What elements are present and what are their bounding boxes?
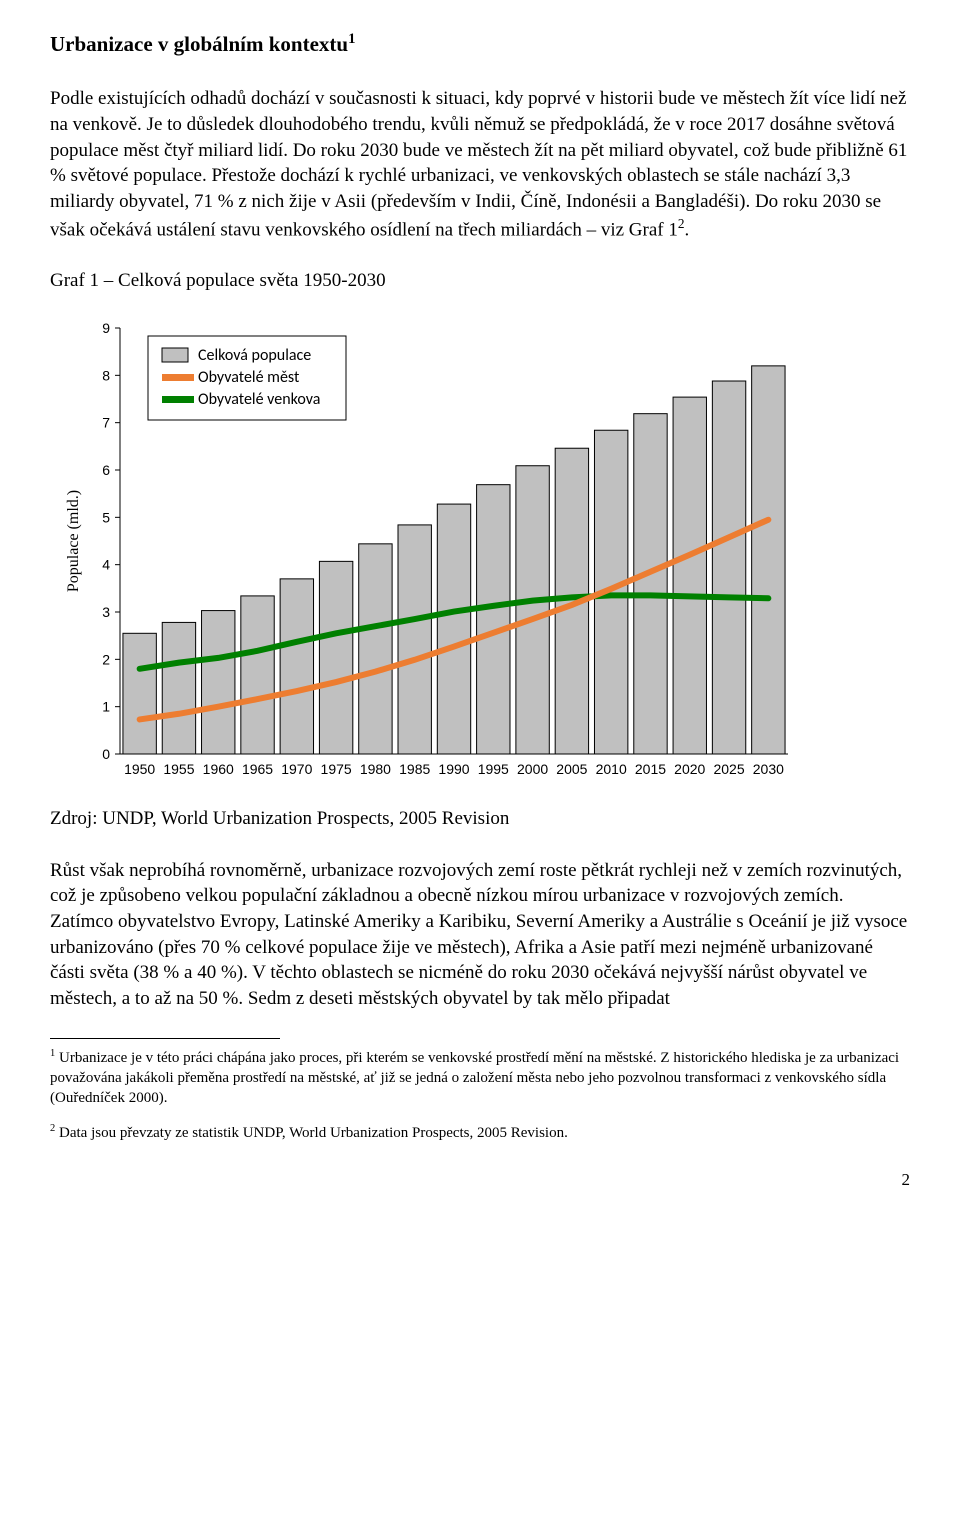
svg-text:2010: 2010 (596, 761, 627, 777)
svg-text:1: 1 (102, 699, 110, 715)
chart-source: Zdroj: UNDP, World Urbanization Prospect… (50, 806, 910, 832)
page-number: 2 (50, 1170, 910, 1190)
page-title: Urbanizace v globálním kontextu1 (50, 30, 910, 58)
paragraph-1: Podle existujících odhadů dochází v souč… (50, 86, 910, 242)
svg-text:Populace (mld.): Populace (mld.) (65, 490, 82, 592)
svg-text:2005: 2005 (556, 761, 587, 777)
para1-tail: . (685, 219, 690, 240)
svg-text:0: 0 (102, 746, 110, 762)
footnote-2-text: Data jsou převzaty ze statistik UNDP, Wo… (55, 1125, 568, 1141)
title-footnote-ref: 1 (348, 31, 355, 47)
svg-text:Celková populace: Celková populace (198, 346, 311, 365)
population-chart: 0 1 2 3 4 5 6 7 8 9 Populace (mld.) 1950 1955 1960 196… (60, 318, 800, 788)
svg-text:2030: 2030 (753, 761, 784, 777)
svg-text:8: 8 (102, 367, 110, 383)
svg-text:1995: 1995 (478, 761, 509, 777)
svg-text:Obyvatelé venkova: Obyvatelé venkova (198, 390, 320, 409)
svg-text:1960: 1960 (203, 761, 234, 777)
svg-text:1990: 1990 (438, 761, 469, 777)
para1-footnote-ref: 2 (678, 216, 685, 231)
svg-text:2: 2 (102, 651, 110, 667)
svg-text:2025: 2025 (713, 761, 744, 777)
paragraph-2: Růst však neprobíhá rovnoměrně, urbaniza… (50, 858, 910, 1012)
svg-text:3: 3 (102, 604, 110, 620)
svg-text:1985: 1985 (399, 761, 430, 777)
chart-svg: 0 1 2 3 4 5 6 7 8 9 Populace (mld.) 1950 1955 1960 196… (60, 318, 800, 788)
svg-text:4: 4 (102, 557, 110, 573)
svg-text:1975: 1975 (321, 761, 352, 777)
svg-text:1980: 1980 (360, 761, 391, 777)
svg-text:7: 7 (102, 415, 110, 431)
footnote-divider (50, 1038, 280, 1039)
footnote-1: 1 Urbanizace je v této práci chápána jak… (50, 1047, 910, 1109)
footnotes: 1 Urbanizace je v této práci chápána jak… (50, 1047, 910, 1144)
svg-text:2015: 2015 (635, 761, 666, 777)
svg-text:Obyvatelé měst: Obyvatelé měst (198, 368, 300, 387)
svg-text:5: 5 (102, 509, 110, 525)
svg-text:2020: 2020 (674, 761, 705, 777)
svg-text:2000: 2000 (517, 761, 548, 777)
svg-text:1950: 1950 (124, 761, 155, 777)
svg-text:9: 9 (102, 320, 110, 336)
svg-text:1955: 1955 (163, 761, 194, 777)
svg-text:1965: 1965 (242, 761, 273, 777)
chart-heading: Graf 1 – Celková populace světa 1950-203… (50, 268, 910, 294)
title-text: Urbanizace v globálním kontextu (50, 32, 348, 56)
svg-text:6: 6 (102, 462, 110, 478)
para1-text: Podle existujících odhadů dochází v souč… (50, 88, 907, 240)
footnote-2: 2 Data jsou převzaty ze statistik UNDP, … (50, 1122, 910, 1143)
footnote-1-text: Urbanizace je v této práci chápána jako … (50, 1050, 899, 1107)
svg-text:1970: 1970 (281, 761, 312, 777)
